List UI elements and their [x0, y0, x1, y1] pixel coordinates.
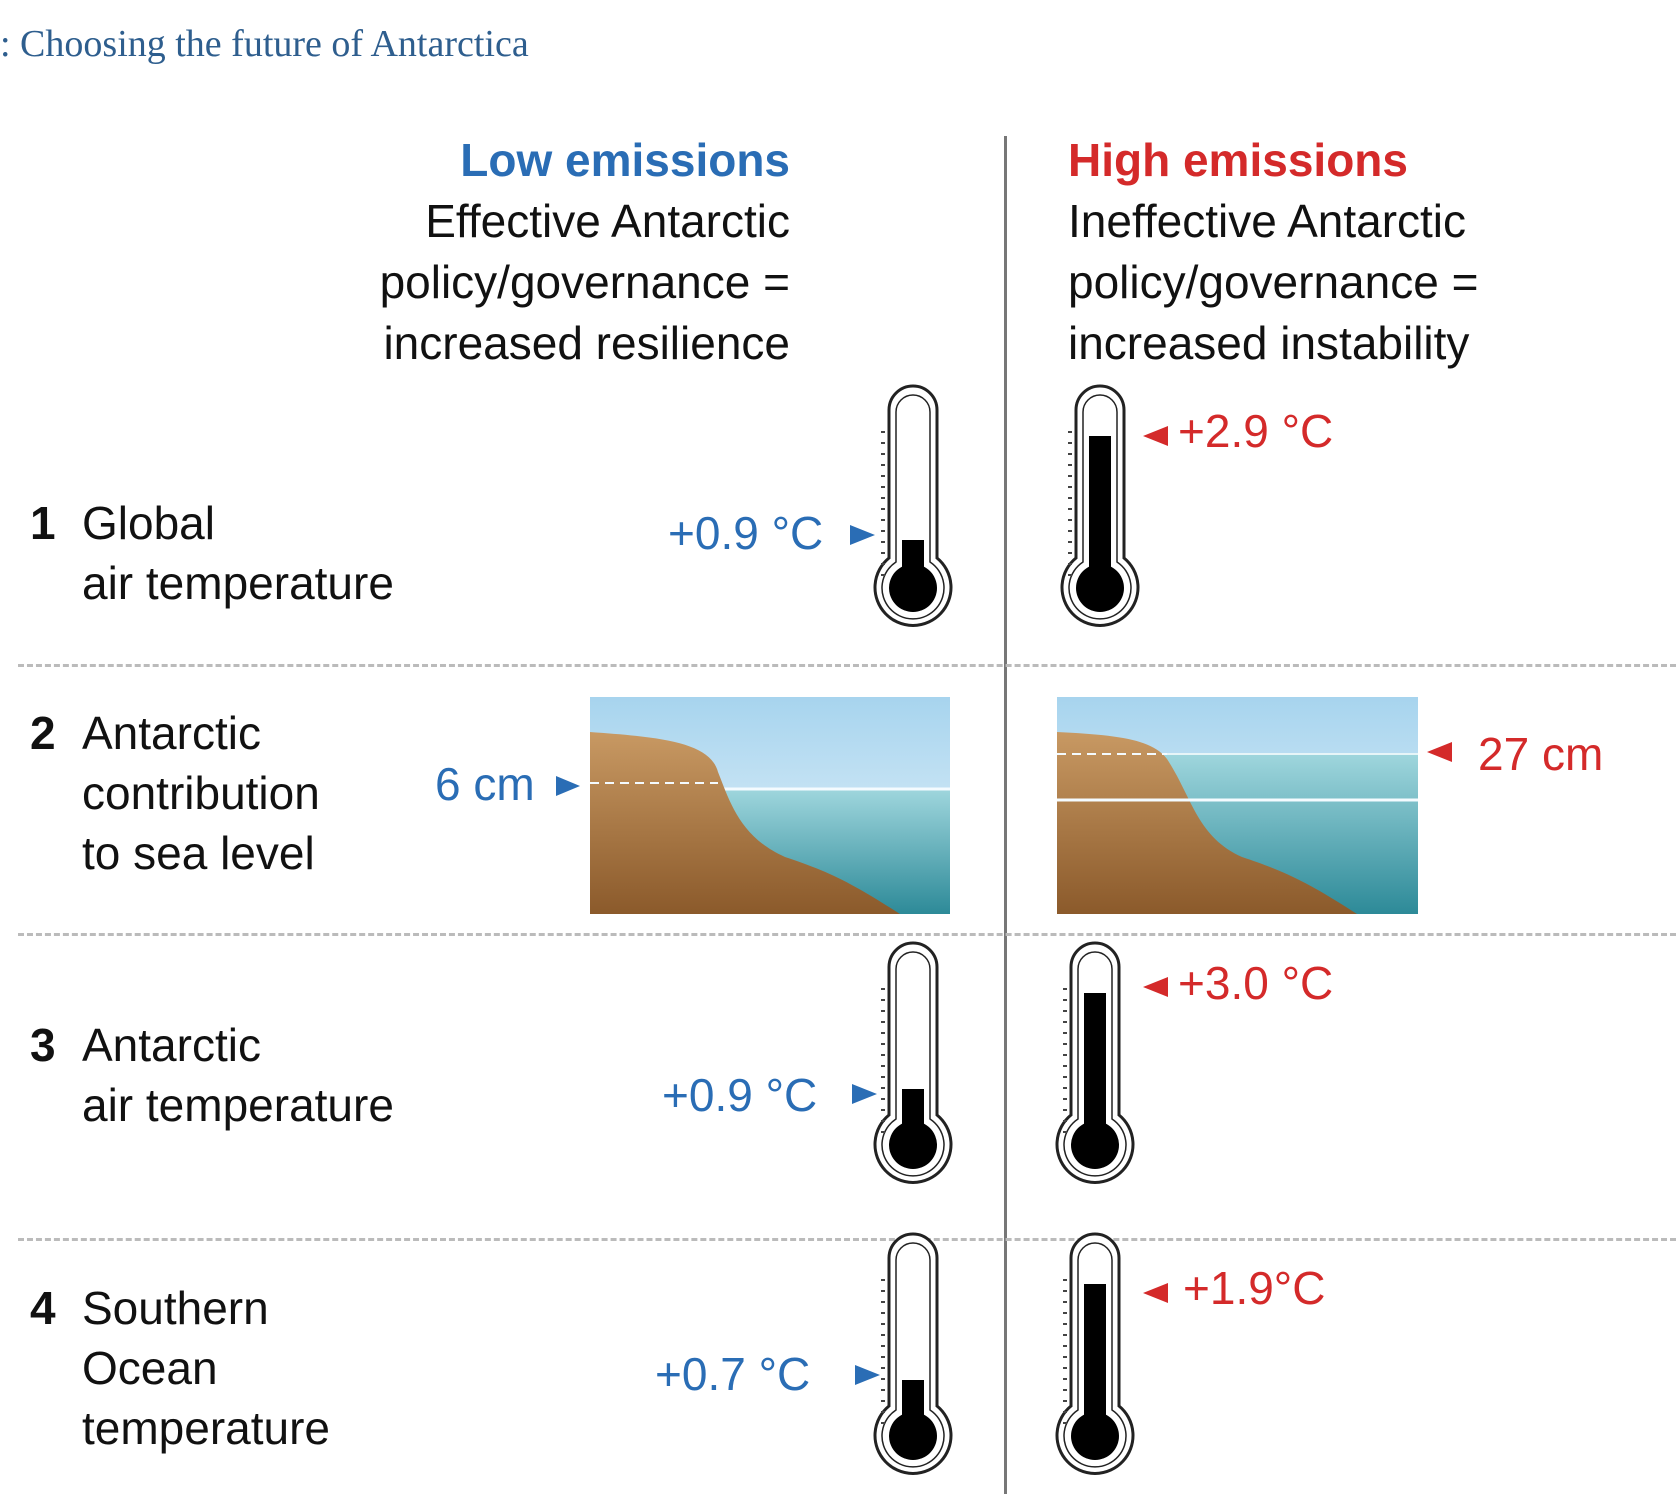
high-global-air-temp-value: +2.9 °C — [1178, 405, 1334, 457]
row-label-line: to sea level — [82, 827, 315, 879]
low-emissions-header: Low emissions Effective Antarctic policy… — [380, 130, 790, 374]
low-sea-level-value: 6 cm — [435, 758, 535, 810]
coastline-sea-level-icon — [1057, 697, 1418, 914]
low-emissions-line-3: increased resilience — [383, 317, 790, 369]
row-label-southern-ocean-temperature: 4 Southern Ocean temperature — [30, 1278, 330, 1458]
thermometer-icon — [1055, 941, 1135, 1184]
arrow-right-icon — [556, 776, 580, 796]
row-number: 4 — [30, 1282, 56, 1334]
row-label-line: Southern — [82, 1282, 269, 1334]
arrow-right-icon — [850, 525, 875, 545]
row-separator — [18, 933, 1676, 936]
row-label-line: air temperature — [82, 1079, 394, 1131]
high-sea-level-value: 27 cm — [1478, 728, 1604, 780]
low-ocean-temp-value: +0.7 °C — [655, 1348, 811, 1400]
high-antarctic-air-temp-value: +3.0 °C — [1178, 957, 1334, 1009]
high-ocean-temp-value: +1.9°C — [1183, 1262, 1326, 1314]
low-antarctic-air-temp-value: +0.9 °C — [662, 1069, 818, 1121]
coastline-sea-level-icon — [590, 697, 950, 914]
arrow-left-icon — [1143, 977, 1168, 997]
high-emissions-title: High emissions — [1068, 134, 1408, 186]
figure-caption: : Choosing the future of Antarctica — [0, 23, 529, 65]
row-label-line: temperature — [82, 1402, 331, 1454]
high-emissions-line-2: policy/governance = — [1068, 256, 1479, 308]
thermometer-icon — [1055, 1232, 1135, 1475]
row-label-line: Antarctic — [82, 1019, 261, 1071]
row-number: 2 — [30, 707, 56, 759]
row-label-line: Antarctic — [82, 707, 261, 759]
thermometer-icon — [873, 941, 953, 1184]
low-emissions-line-2: policy/governance = — [379, 256, 790, 308]
row-separator — [18, 664, 1676, 667]
low-emissions-line-1: Effective Antarctic — [425, 195, 790, 247]
row-label-line: Global — [82, 497, 215, 549]
row-label-line: air temperature — [82, 557, 394, 609]
row-separator — [18, 1238, 1676, 1241]
thermometer-icon — [1060, 384, 1140, 627]
row-label-global-air-temperature: 1 Global air temperature — [30, 493, 394, 613]
high-emissions-line-1: Ineffective Antarctic — [1068, 195, 1467, 247]
low-global-air-temp-value: +0.9 °C — [668, 507, 824, 559]
thermometer-icon — [873, 1232, 953, 1475]
low-emissions-title: Low emissions — [460, 134, 790, 186]
row-label-line: contribution — [82, 767, 320, 819]
arrow-right-icon — [852, 1084, 877, 1104]
arrow-right-icon — [855, 1365, 880, 1385]
arrow-left-icon — [1143, 426, 1168, 446]
row-label-line: Ocean — [82, 1342, 218, 1394]
arrow-left-icon — [1143, 1283, 1168, 1303]
row-number: 3 — [30, 1019, 56, 1071]
column-divider — [1004, 136, 1007, 1494]
row-label-sea-level: 2 Antarctic contribution to sea level — [30, 703, 320, 883]
thermometer-icon — [873, 384, 953, 627]
high-emissions-header: High emissions Ineffective Antarctic pol… — [1068, 130, 1478, 374]
row-number: 1 — [30, 497, 56, 549]
arrow-left-icon — [1427, 742, 1452, 762]
high-emissions-line-3: increased instability — [1068, 317, 1470, 369]
row-label-antarctic-air-temperature: 3 Antarctic air temperature — [30, 1015, 394, 1135]
